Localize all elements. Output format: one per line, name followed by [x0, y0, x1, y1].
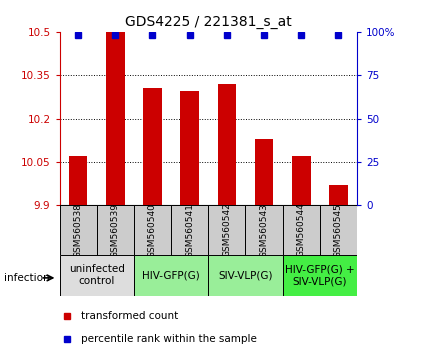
Text: GSM560540: GSM560540 — [148, 202, 157, 258]
Text: GSM560538: GSM560538 — [74, 202, 82, 258]
FancyBboxPatch shape — [134, 205, 171, 255]
Bar — [292, 156, 311, 205]
FancyBboxPatch shape — [96, 205, 134, 255]
Text: percentile rank within the sample: percentile rank within the sample — [81, 334, 257, 344]
FancyBboxPatch shape — [208, 205, 245, 255]
FancyBboxPatch shape — [134, 255, 208, 296]
Bar — [218, 84, 236, 205]
Text: infection: infection — [4, 273, 50, 283]
FancyBboxPatch shape — [320, 205, 357, 255]
FancyBboxPatch shape — [245, 205, 283, 255]
FancyBboxPatch shape — [171, 205, 208, 255]
Bar — [180, 91, 199, 205]
Text: transformed count: transformed count — [81, 311, 178, 321]
Text: HIV-GFP(G) +
SIV-VLP(G): HIV-GFP(G) + SIV-VLP(G) — [285, 264, 354, 286]
Bar — [143, 88, 162, 205]
FancyBboxPatch shape — [283, 255, 357, 296]
Bar — [106, 32, 125, 205]
Text: GSM560544: GSM560544 — [297, 203, 306, 257]
Text: GSM560539: GSM560539 — [111, 202, 120, 258]
Text: uninfected
control: uninfected control — [69, 264, 125, 286]
FancyBboxPatch shape — [208, 255, 283, 296]
Bar — [255, 139, 273, 205]
Bar — [69, 156, 88, 205]
FancyBboxPatch shape — [60, 255, 134, 296]
Text: GSM560542: GSM560542 — [222, 203, 231, 257]
Text: GSM560541: GSM560541 — [185, 202, 194, 258]
Text: GSM560543: GSM560543 — [260, 202, 269, 258]
Text: GSM560545: GSM560545 — [334, 202, 343, 258]
Text: HIV-GFP(G): HIV-GFP(G) — [142, 270, 200, 280]
Bar — [329, 185, 348, 205]
FancyBboxPatch shape — [283, 205, 320, 255]
FancyBboxPatch shape — [60, 205, 96, 255]
Text: SIV-VLP(G): SIV-VLP(G) — [218, 270, 273, 280]
Title: GDS4225 / 221381_s_at: GDS4225 / 221381_s_at — [125, 16, 292, 29]
